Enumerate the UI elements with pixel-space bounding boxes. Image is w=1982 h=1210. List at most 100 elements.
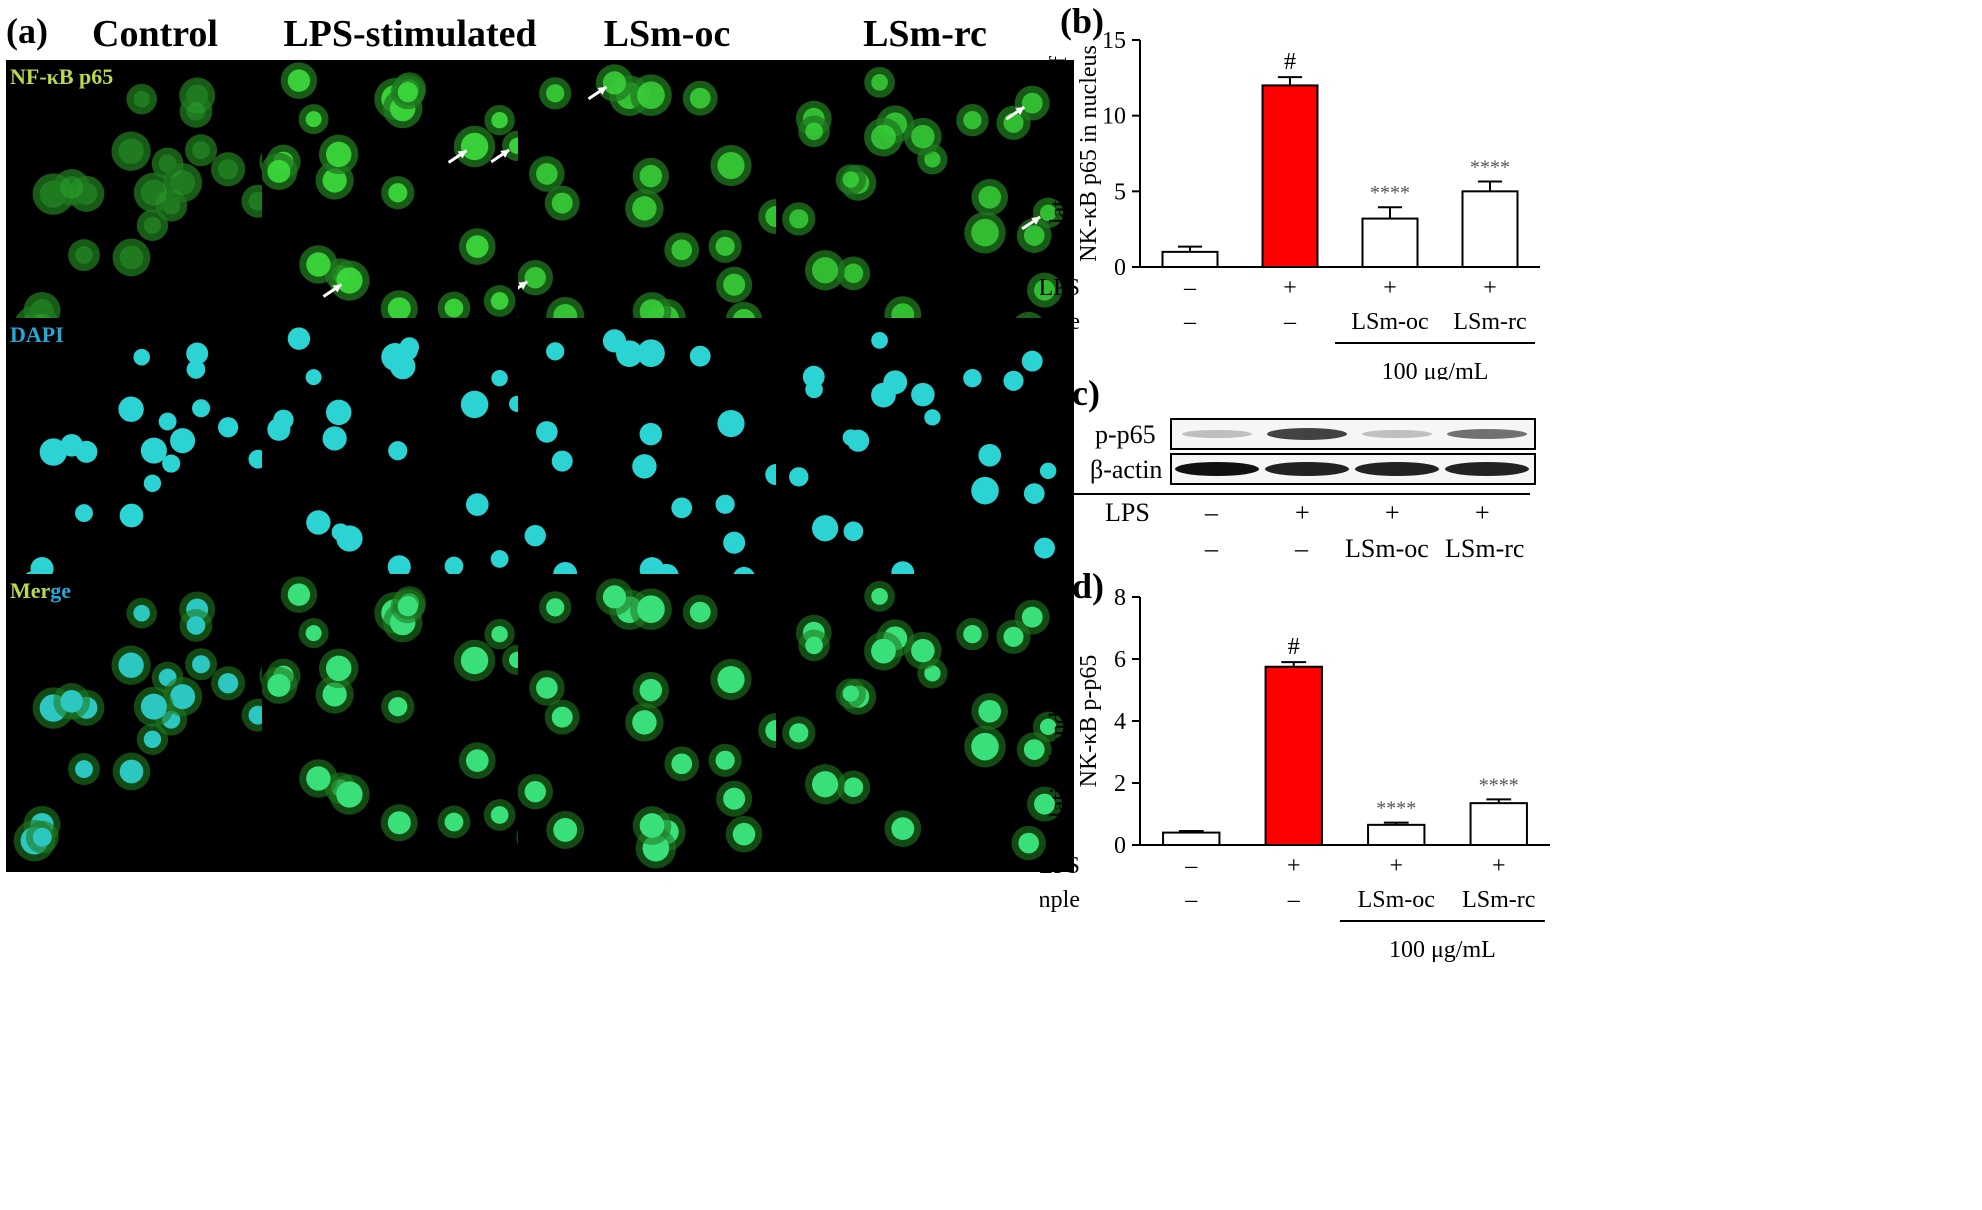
cell-nucleus (891, 817, 915, 841)
cell-nucleus (267, 417, 291, 441)
sample-2: – (1287, 887, 1301, 913)
concentration-label: 100 μg/mL (1382, 359, 1489, 380)
row-label-sample: Sample (1040, 309, 1080, 335)
bar-1 (1161, 250, 1219, 269)
y-tick-label: 0 (1114, 255, 1126, 281)
cell-nucleus (170, 170, 196, 196)
cell-nucleus (963, 624, 982, 644)
cell-nucleus (218, 673, 239, 694)
cell-nucleus (491, 369, 508, 387)
significance-3: **** (1370, 182, 1410, 204)
cell-nucleus (1039, 462, 1057, 480)
blot-sample-4: LSm-rc (1445, 534, 1525, 563)
micrograph-dapi-4 (776, 318, 1074, 616)
cell-nucleus (723, 273, 746, 296)
cell-nucleus (632, 196, 657, 221)
channel-label-nfkb: NF-κB p65 (10, 64, 114, 89)
lps-4: + (1492, 853, 1506, 879)
cell-nucleus (170, 684, 196, 710)
micrograph-nfkb-4 (776, 60, 1074, 358)
sample-3: LSm-oc (1351, 309, 1428, 335)
cell-nucleus (267, 159, 291, 183)
cell-nucleus (388, 183, 408, 203)
cell-nucleus (1021, 606, 1043, 628)
cell-nucleus (75, 504, 93, 523)
bar-2 (1261, 84, 1319, 269)
significance-4: **** (1470, 156, 1510, 178)
panel-a-letter: (a) (6, 11, 48, 51)
cell-nucleus (465, 749, 489, 772)
cell-nucleus (1034, 279, 1055, 301)
cell-nucleus (306, 766, 331, 791)
cell-nucleus (460, 646, 489, 675)
arrow-head (1031, 216, 1041, 225)
cell-nucleus (192, 399, 211, 418)
cell-nucleus (140, 437, 167, 464)
arrow-head (500, 149, 510, 158)
cell-nucleus (811, 771, 839, 798)
chart-b-svg: 0 5 10 15 Relative intensity of NK-κB p65 in … (1008, 28, 1540, 385)
cell-nucleus (397, 340, 419, 361)
cell-nucleus (143, 474, 162, 492)
cell-nucleus (805, 380, 823, 399)
bar-1 (1162, 831, 1221, 847)
lps-3: + (1389, 853, 1403, 879)
arrow-head (597, 86, 607, 95)
blot-lps-2: + (1295, 498, 1310, 527)
cell-nucleus (325, 655, 352, 682)
cell-nucleus (842, 685, 860, 702)
cell-nucleus (723, 787, 746, 810)
band-actin-3 (1355, 462, 1439, 476)
cell-nucleus (397, 596, 419, 617)
cell-nucleus (186, 342, 209, 365)
cell-nucleus (287, 583, 311, 606)
cell-nucleus (671, 753, 693, 775)
cell-nucleus (143, 730, 162, 748)
bar-4 (1469, 802, 1528, 846)
concentration-label: 100 μg/mL (1389, 937, 1496, 963)
band-label-pp65: p-p65 (1095, 420, 1156, 449)
cell-nucleus (871, 124, 896, 150)
cell-cytoplasm (211, 152, 246, 187)
cell-nucleus (871, 332, 888, 349)
chart-d-svg: 0 2 4 6 8 Relative band intensity of NK-κB p-p… (1008, 585, 1550, 963)
cell-cytoplasm (111, 131, 151, 171)
micrograph-merge-1: Merge (6, 574, 304, 872)
cell-nucleus (1003, 370, 1024, 391)
cell-nucleus (60, 690, 83, 713)
cell-nucleus (536, 421, 558, 443)
cell-nucleus (140, 179, 167, 206)
cell-nucleus (305, 111, 322, 128)
cell-nucleus (811, 257, 839, 284)
cell-nucleus (1018, 832, 1039, 854)
cell-nucleus (717, 409, 745, 438)
cell-nucleus (158, 412, 177, 431)
cell-nucleus (75, 760, 93, 779)
y-axis-label-line1: Relative band intensity of (1046, 597, 1072, 844)
cell-nucleus (336, 781, 363, 808)
cell-cytoplasm (185, 134, 218, 167)
cell-nucleus (842, 429, 860, 446)
blot-lps-label: LPS (1105, 498, 1150, 527)
sample-4: LSm-rc (1462, 887, 1535, 913)
micrograph-nfkb-1: NF-κB p6550 μm (6, 60, 304, 358)
cell-nucleus (287, 69, 311, 92)
column-title-lps: LPS-stimulated (283, 13, 537, 55)
micrograph-merge-3 (518, 574, 816, 872)
cell-nucleus (465, 235, 489, 258)
cell-nucleus (336, 525, 363, 552)
cell-nucleus (490, 292, 509, 310)
cell-nucleus (1021, 92, 1043, 114)
cell-nucleus (119, 245, 144, 270)
cell-nucleus (60, 176, 83, 199)
cell-nucleus (218, 417, 239, 438)
cell-nucleus (546, 84, 565, 103)
cell-nucleus (192, 655, 211, 674)
cell-nucleus (388, 441, 408, 461)
cell-nucleus (924, 151, 941, 168)
cell-nucleus (546, 598, 565, 617)
panel-b-letter: (b) (1060, 1, 1104, 41)
cell-nucleus (551, 192, 573, 214)
cell-nucleus (632, 454, 657, 479)
cell-cytoplasm (133, 172, 174, 213)
